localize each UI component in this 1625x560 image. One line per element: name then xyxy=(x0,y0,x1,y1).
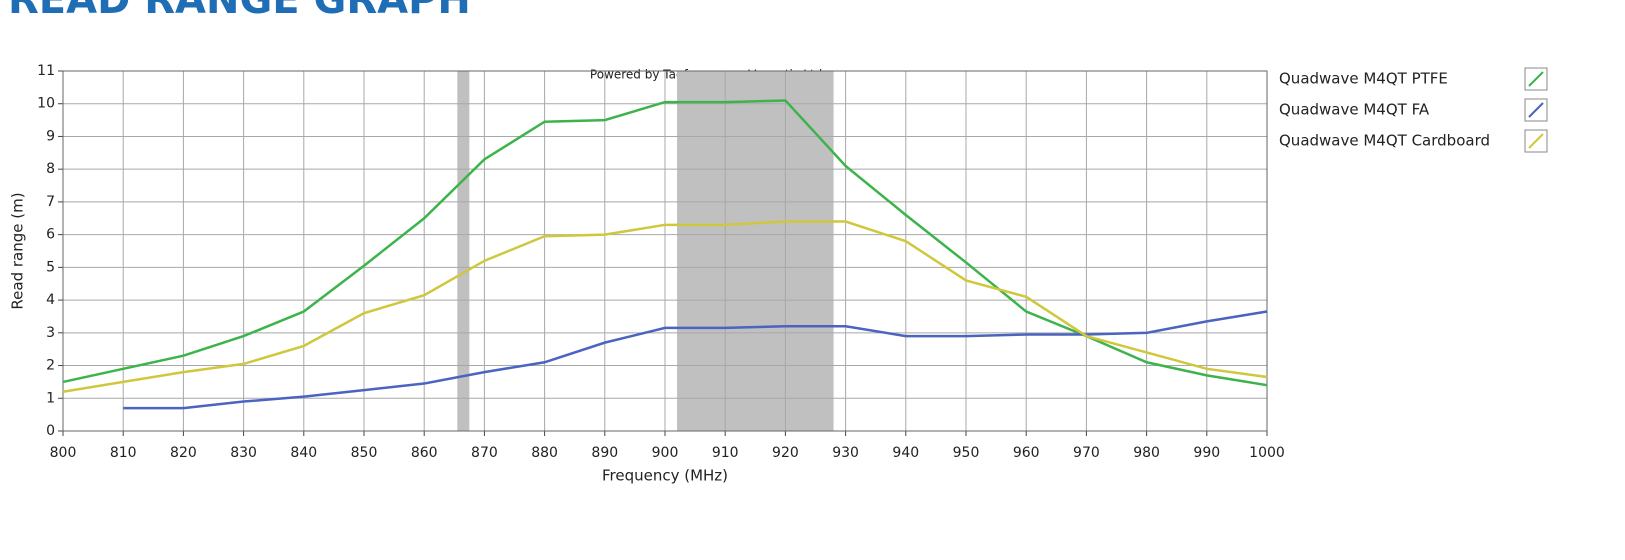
x-tick-label: 880 xyxy=(531,445,558,461)
x-tick-label: 830 xyxy=(230,445,257,461)
series-line xyxy=(62,99,1268,387)
x-tick-label: 920 xyxy=(772,445,799,461)
x-tick-label: 840 xyxy=(290,445,317,461)
x-tick-label: 960 xyxy=(1013,445,1040,461)
y-tick-label: 5 xyxy=(46,259,55,275)
x-tick-label: 860 xyxy=(411,445,438,461)
x-tick-label: 850 xyxy=(351,445,378,461)
y-tick-label: 11 xyxy=(37,63,55,79)
y-tick-label: 6 xyxy=(46,227,55,243)
x-tick-label: 870 xyxy=(471,445,498,461)
legend-swatch-line xyxy=(1528,71,1544,87)
x-tick-label: 890 xyxy=(591,445,618,461)
legend-swatch-line xyxy=(1528,102,1544,118)
x-tick-label: 990 xyxy=(1193,445,1220,461)
legend-swatch-line xyxy=(1528,133,1544,149)
y-tick-label: 1 xyxy=(46,390,55,406)
y-tick-label: 10 xyxy=(37,96,55,112)
y-tick-label: 2 xyxy=(46,358,55,374)
x-tick-label: 930 xyxy=(832,445,859,461)
chart-title: READ RANGE GRAPH xyxy=(8,0,471,23)
legend-label: Quadwave M4QT FA xyxy=(1279,101,1430,119)
series-line xyxy=(123,310,1268,410)
x-tick-label: 950 xyxy=(953,445,980,461)
y-tick-label: 9 xyxy=(46,128,55,144)
x-tick-label: 940 xyxy=(892,445,919,461)
plot-frame xyxy=(62,70,1268,432)
y-tick-label: 0 xyxy=(46,423,55,439)
y-tick-label: 4 xyxy=(46,292,55,308)
x-tick-label: 810 xyxy=(110,445,137,461)
x-tick-label: 900 xyxy=(652,445,679,461)
series-line xyxy=(62,220,1268,393)
y-tick-label: 7 xyxy=(46,194,55,210)
y-tick-label: 3 xyxy=(46,325,55,341)
x-tick-label: 910 xyxy=(712,445,739,461)
x-tick-label: 1000 xyxy=(1249,445,1285,461)
x-tick-label: 980 xyxy=(1133,445,1160,461)
highlight-band xyxy=(457,71,470,431)
x-tick-label: 800 xyxy=(50,445,77,461)
y-tick-label: 8 xyxy=(46,161,55,177)
legend-label: Quadwave M4QT PTFE xyxy=(1279,70,1448,88)
legend-label: Quadwave M4QT Cardboard xyxy=(1279,132,1490,150)
x-axis-label: Frequency (MHz) xyxy=(602,467,728,485)
highlight-band xyxy=(677,71,834,431)
y-axis-label: Read range (m) xyxy=(9,192,27,309)
x-tick-label: 970 xyxy=(1073,445,1100,461)
x-tick-label: 820 xyxy=(170,445,197,461)
